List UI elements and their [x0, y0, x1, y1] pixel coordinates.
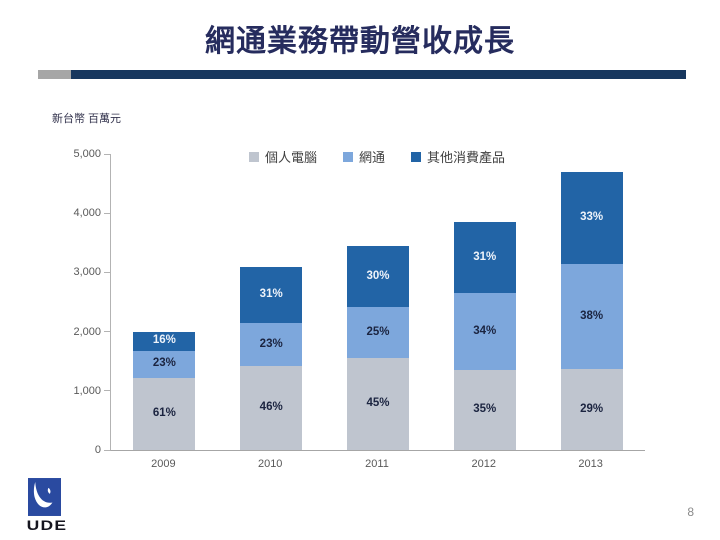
bar-segment-personal-computer: 45%	[346, 358, 409, 450]
bar-segment-networking: 38%	[560, 263, 623, 370]
x-category-label: 2013	[578, 458, 603, 470]
bar-segment-networking: 23%	[133, 350, 196, 378]
bars-container: 61% 23% 16% 46% 23% 31% 45% 25% 30% 35% 34% 31% 29% 3…	[111, 154, 645, 450]
legend-swatch-icon	[411, 151, 421, 162]
y-tick-mark	[104, 331, 110, 333]
legend-item-personal-computer: 個人電腦	[248, 147, 317, 166]
y-tick-mark	[104, 212, 110, 214]
y-tick-label: 0	[94, 444, 101, 456]
legend-label: 網通	[358, 150, 385, 165]
bar-segment-personal-computer: 35%	[453, 370, 516, 450]
bar-2013: 29% 38% 33%	[560, 171, 623, 450]
y-tick-label: 5,000	[73, 148, 101, 160]
bar-segment-other-consumer-products: 16%	[133, 331, 196, 351]
plot-area: 61% 23% 16% 46% 23% 31% 45% 25% 30% 35% 34% 31% 29% 3…	[73, 148, 645, 456]
legend-item-other-consumer-products: 其他消費產品	[411, 147, 505, 166]
bar-slot-2010: 46% 23% 31%	[218, 154, 325, 450]
page-number: 8	[687, 505, 694, 519]
legend-item-networking: 網通	[342, 147, 385, 166]
company-logo: UDE	[25, 478, 69, 533]
bar-segment-networking: 23%	[240, 323, 303, 366]
chart-legend: 個人電腦 網通 其他消費產品	[110, 147, 644, 166]
legend-swatch-icon	[248, 151, 259, 162]
stacked-bar-chart: 個人電腦 網通 其他消費產品 61% 23% 16% 46% 23% 31% 45% 25% 30%…	[0, 130, 720, 480]
y-tick-label: 4,000	[73, 207, 101, 220]
bar-segment-personal-computer: 29%	[560, 369, 623, 450]
bar-segment-networking: 25%	[346, 307, 409, 359]
y-tick-label: 2,000	[73, 325, 101, 338]
bar-segment-other-consumer-products: 31%	[240, 266, 303, 324]
ude-logo-icon	[28, 478, 61, 516]
bar-slot-2011: 45% 25% 30%	[325, 154, 432, 450]
bar-segment-other-consumer-products: 30%	[346, 245, 409, 308]
x-category-label: 2009	[151, 458, 176, 470]
slide-title: 網通業務帶動營收成長	[205, 25, 515, 58]
x-category-label: 2010	[257, 458, 283, 470]
bar-segment-personal-computer: 46%	[240, 365, 303, 450]
bar-segment-personal-computer: 61%	[133, 377, 196, 450]
y-tick-mark	[104, 153, 110, 155]
x-axis-category-labels: 2009 2010 2011 2012 2013	[110, 458, 644, 470]
bar-slot-2009: 61% 23% 16%	[111, 154, 218, 450]
title-rule-gray-accent	[38, 70, 71, 79]
bar-slot-2012: 35% 34% 31%	[431, 154, 538, 450]
axis-unit-label: 新台幣 百萬元	[52, 113, 122, 125]
bar-segment-other-consumer-products: 33%	[560, 171, 623, 264]
bar-slot-2013: 29% 38% 33%	[538, 154, 645, 450]
logo-text: UDE	[26, 517, 68, 533]
legend-label: 其他消費產品	[427, 150, 506, 165]
x-category-label: 2011	[365, 458, 389, 470]
x-category-label: 2012	[471, 458, 497, 470]
y-tick-label: 1,000	[73, 384, 101, 397]
bar-segment-other-consumer-products: 31%	[453, 222, 516, 293]
title-rule-navy-bar	[71, 70, 686, 79]
y-tick-mark	[104, 449, 110, 451]
y-tick-mark	[104, 271, 110, 273]
legend-swatch-icon	[342, 151, 353, 162]
y-tick-label: 3,000	[73, 266, 101, 279]
bar-2009: 61% 23% 16%	[133, 331, 196, 450]
bar-2010: 46% 23% 31%	[240, 266, 303, 450]
bar-2012: 35% 34% 31%	[453, 222, 516, 450]
bar-segment-networking: 34%	[453, 292, 516, 371]
legend-label: 個人電腦	[264, 150, 317, 165]
y-tick-mark	[104, 390, 110, 392]
bar-2011: 45% 25% 30%	[346, 245, 409, 450]
